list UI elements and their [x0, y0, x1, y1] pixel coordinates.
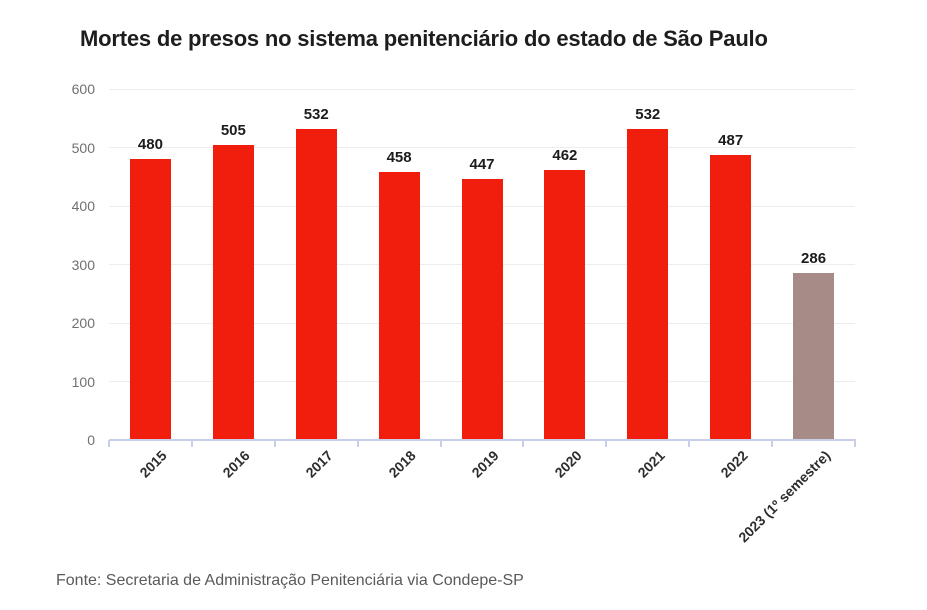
x-axis-category-label: 2015	[136, 447, 171, 481]
y-axis-tick-label: 500	[71, 139, 95, 156]
bar-2018	[378, 172, 420, 440]
bar-value-label: 286	[801, 249, 827, 267]
bar-value-label: 505	[220, 121, 246, 139]
x-axis-tick	[190, 440, 193, 447]
x-axis-category-label: 2018	[385, 447, 419, 481]
bar-2023 (1º semestre)	[793, 272, 835, 440]
x-axis-tick	[854, 440, 856, 447]
x-axis-category-label: 2019	[468, 447, 502, 481]
bar-value-label: 480	[137, 136, 163, 154]
bar-value-label: 532	[303, 105, 329, 123]
y-axis-tick-label: 100	[71, 373, 95, 390]
source-note: Fonte: Secretaria de Administração Penit…	[56, 572, 524, 589]
x-axis-tick	[688, 440, 691, 447]
y-axis-tick-label: 200	[71, 315, 95, 331]
bar-2022	[710, 155, 752, 440]
gridline-500	[109, 147, 855, 148]
y-axis-tick-label: 400	[71, 198, 95, 214]
x-axis-tick	[771, 440, 774, 447]
x-axis-category-label: 2021	[634, 447, 668, 481]
x-axis-tick	[439, 440, 442, 447]
x-axis-category-label: 2017	[302, 447, 336, 481]
x-axis-tick	[605, 440, 608, 447]
bar-2019	[461, 178, 503, 440]
x-axis-tick	[522, 440, 525, 447]
bar-2020	[544, 169, 586, 440]
y-axis-tick-label: 600	[71, 81, 95, 97]
bar-2015	[129, 159, 171, 440]
x-axis-tick	[108, 440, 110, 447]
x-axis-tick	[356, 440, 359, 447]
x-axis-line	[109, 439, 856, 441]
bar-2017	[295, 128, 337, 440]
bar-value-label: 487	[718, 132, 744, 150]
x-axis-category-label: 2023 (1º semestre)	[735, 447, 834, 546]
chart-title: Mortes de presos no sistema penitenciári…	[80, 26, 768, 51]
bar-chart-plot-area: 0 100 200 300 400 500 600 480 505 532 458 447 462 532…	[71, 81, 856, 546]
y-axis-tick-label: 0	[87, 432, 95, 448]
x-axis-category-label: 2022	[716, 447, 751, 481]
x-axis-category-label: 2020	[551, 447, 585, 481]
bar-value-label: 462	[552, 146, 578, 164]
bar-2016	[212, 144, 254, 440]
bar-value-label: 458	[386, 149, 412, 167]
bar-value-label: 532	[635, 105, 661, 123]
x-axis-tick	[273, 440, 276, 447]
bar-value-label: 447	[469, 155, 495, 173]
bar-2021	[627, 128, 669, 440]
x-axis-category-label: 2016	[219, 447, 253, 481]
gridline-600	[109, 88, 855, 90]
y-axis-tick-label: 300	[71, 256, 95, 273]
